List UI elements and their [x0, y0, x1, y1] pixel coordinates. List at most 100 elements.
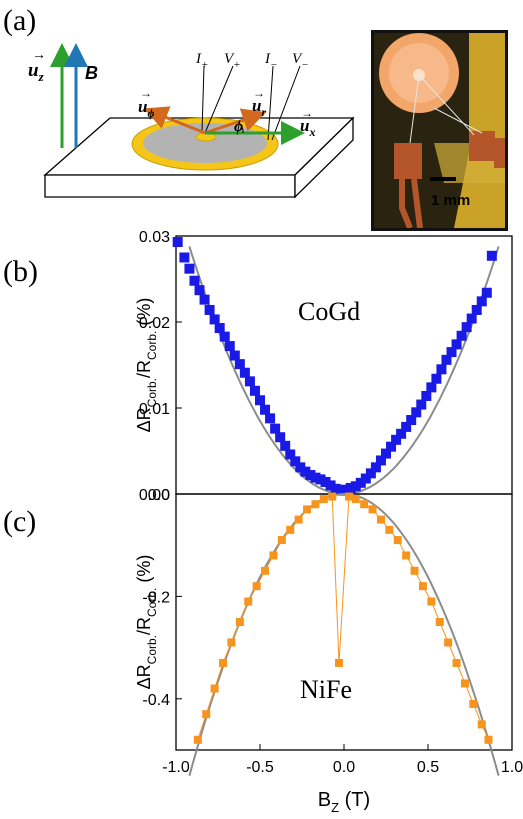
- cogd-data-point: [456, 330, 467, 341]
- cogd-data-point: [315, 474, 326, 485]
- nife-data-point: [452, 658, 461, 667]
- nife-data-point: [277, 536, 286, 545]
- v-minus-label: V−: [292, 51, 309, 71]
- cogd-data-point: [280, 440, 291, 451]
- x-tick-label: -1.0: [162, 759, 190, 776]
- nife-data-point: [244, 597, 253, 606]
- nife-data-point: [351, 495, 360, 504]
- cogd-data-point: [416, 399, 427, 410]
- nife-data-point: [418, 582, 427, 591]
- cogd-data-point: [461, 322, 472, 333]
- nife-data-point: [334, 658, 343, 667]
- cogd-data-point: [411, 407, 422, 418]
- phi-arc: [237, 121, 244, 134]
- nife-data-point: [435, 618, 444, 626]
- cogd-data-point: [441, 354, 452, 365]
- cogd-data-point: [365, 468, 376, 479]
- cogd-data-point: [396, 428, 407, 439]
- cogd-data-point: [476, 296, 487, 307]
- svg-text:→: →: [140, 86, 152, 100]
- nife-data-point: [252, 582, 261, 591]
- cogd-data-point: [290, 456, 301, 467]
- cogd-annotation: CoGd: [298, 297, 360, 326]
- cogd-data-point: [229, 350, 240, 361]
- cogd-data-point: [486, 250, 497, 261]
- cogd-data-point: [219, 331, 230, 342]
- cogd-data-point: [426, 382, 437, 393]
- scale-bar-label: 1 mm: [431, 192, 470, 209]
- cogd-data-point: [300, 466, 311, 477]
- corbino-schematic: uz → B I+ V+ I− V− uϕ → ur → ϕ ux →: [28, 43, 355, 199]
- cogd-data-point: [471, 304, 482, 315]
- nife-data-point: [269, 551, 278, 560]
- nife-data-point: [202, 710, 211, 719]
- panel-label-c: (c): [3, 505, 37, 538]
- plot-c-frame: [175, 493, 513, 751]
- cogd-data-point: [466, 313, 477, 324]
- cogd-data-point: [401, 421, 412, 432]
- nife-data-point: [360, 500, 369, 509]
- u-r-label: ur: [252, 96, 266, 119]
- v-plus-label: V+: [224, 51, 241, 71]
- nife-data-point: [376, 515, 385, 524]
- cogd-data-point: [199, 294, 210, 305]
- nife-data-point: [261, 566, 270, 575]
- nife-data-point: [219, 658, 228, 667]
- y-tick-label: 0.0: [148, 487, 170, 504]
- cogd-data-point: [381, 448, 391, 459]
- cogd-data-point: [421, 390, 432, 401]
- i-plus-label: I+: [195, 51, 208, 71]
- cogd-data-point: [446, 347, 457, 358]
- cogd-data-point: [320, 476, 331, 487]
- cogd-data-point: [194, 285, 205, 296]
- nife-data-point: [444, 638, 453, 647]
- nife-data-point: [294, 515, 303, 524]
- cogd-data-point: [325, 480, 336, 491]
- x-tick-label: 0.5: [417, 759, 439, 776]
- y-tick-label: 0.01: [139, 401, 170, 418]
- cogd-data-point: [335, 485, 346, 496]
- nife-data-point: [385, 525, 394, 534]
- nife-data-point: [319, 495, 328, 504]
- svg-text:→: →: [253, 86, 265, 100]
- u-phi-label: uϕ: [138, 97, 154, 120]
- cogd-data-point: [172, 237, 183, 248]
- cogd-data-point: [249, 385, 260, 396]
- cogd-data-point: [270, 423, 281, 434]
- cogd-data-point: [370, 462, 381, 473]
- cogd-data-point: [386, 441, 397, 452]
- cogd-data-point: [340, 484, 351, 495]
- uz-label: uz: [28, 60, 45, 84]
- cogd-data-point: [360, 473, 371, 484]
- y-tick-label: -0.2: [142, 589, 170, 606]
- cogd-data-point: [431, 373, 442, 384]
- svg-text:→: →: [301, 106, 313, 120]
- plot-c-y-label: ΔRCorb./RCorb. (%): [134, 555, 159, 690]
- cogd-data-point: [355, 477, 366, 488]
- x-tick-label: 0.0: [333, 759, 355, 776]
- cogd-data-point: [214, 323, 225, 334]
- y-tick-label: 0.00: [139, 487, 170, 504]
- x-axis-label: BZ (T): [318, 789, 370, 815]
- cogd-data-point: [375, 455, 386, 466]
- nife-data-point: [286, 525, 295, 534]
- cogd-data-point: [285, 449, 296, 460]
- substrate-side: [294, 116, 354, 199]
- nife-data-point: [227, 638, 236, 647]
- nife-data-point: [484, 735, 493, 744]
- y-tick-label: -0.4: [142, 692, 170, 709]
- nife-fit-curve: [188, 492, 500, 776]
- nife-data-point: [427, 597, 436, 606]
- cogd-data-point: [305, 470, 316, 481]
- cogd-fit-curve: [188, 246, 500, 496]
- nife-data-point: [193, 735, 202, 744]
- nife-annotation: NiFe: [300, 675, 352, 704]
- cogd-data-point: [345, 482, 356, 493]
- nife-data-point: [328, 492, 337, 501]
- nife-data-point: [469, 699, 478, 708]
- cogd-data-point: [350, 481, 361, 492]
- cogd-data-point: [260, 404, 271, 415]
- x-tick-label: -0.5: [246, 759, 274, 776]
- cogd-data-point: [330, 483, 341, 494]
- plot-b-frame: [175, 235, 513, 495]
